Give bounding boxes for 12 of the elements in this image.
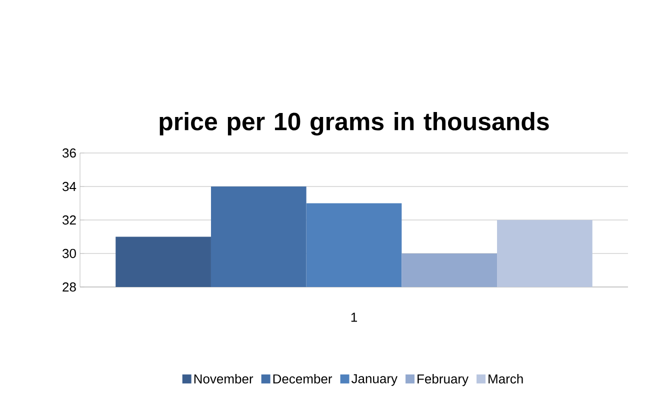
legend-label: November (194, 374, 254, 384)
y-tick-label: 30 (62, 248, 76, 258)
legend-label: January (351, 374, 398, 386)
y-tick-label: 32 (62, 215, 76, 225)
y-tick-label: 34 (62, 182, 76, 192)
legend-label: December (273, 374, 332, 384)
y-tick-label: 28 (62, 282, 76, 292)
legend-label: February (418, 374, 469, 386)
x-tick-label: 1 (351, 312, 357, 322)
legend-label: March (488, 374, 523, 384)
chart-title: price per 10 grams in thousands (160, 112, 549, 136)
y-tick-label: 36 (62, 148, 76, 158)
